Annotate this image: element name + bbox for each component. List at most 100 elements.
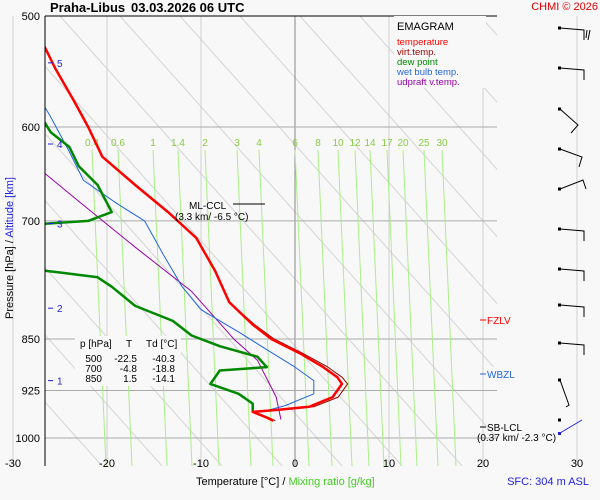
mixing-ratio-line xyxy=(117,149,133,466)
wind-barb xyxy=(558,378,570,408)
wind-barb xyxy=(558,179,587,191)
mixing-ratio-line xyxy=(177,149,193,466)
dry-adiabat xyxy=(540,16,600,486)
mixing-ratio-label: 4 xyxy=(256,138,262,149)
profile-series xyxy=(45,44,349,422)
wind-barb-shaft xyxy=(559,108,579,134)
mixing-ratio-label: 25 xyxy=(418,138,430,149)
series-wet-bulb-temp xyxy=(45,106,315,413)
diagram-name: EMAGRAM xyxy=(397,21,454,33)
wind-barb-station xyxy=(558,432,561,435)
dry-adiabat xyxy=(179,16,497,372)
sb-lcl-label: SB-LCL xyxy=(487,423,522,434)
temperature-tick-label: -10 xyxy=(193,458,209,470)
datetime-title: 03.03.2026 06 UTC xyxy=(131,0,245,15)
pressure-tick-label: 600 xyxy=(22,122,40,134)
table-cell: -14.1 xyxy=(152,374,175,385)
fzlv-label: FZLV xyxy=(487,316,511,327)
wbzl-annotation: WBZL xyxy=(480,367,520,381)
wind-barb xyxy=(558,107,579,134)
y-axis-label-altitude: Altitude [km] xyxy=(4,177,16,238)
pressure-tick-label: 500 xyxy=(22,11,40,23)
altitude-tick-label: 2 xyxy=(57,304,63,315)
table-header: Td [°C] xyxy=(146,339,177,350)
wind-barb xyxy=(558,341,585,355)
wind-barb xyxy=(558,303,585,317)
dry-adiabat xyxy=(299,16,497,238)
wind-barb-station xyxy=(558,187,561,191)
wind-barb-shaft xyxy=(559,27,585,40)
wind-barb-shaft xyxy=(559,148,583,168)
credit-text: CHMI © 2026 xyxy=(531,1,598,13)
temperature-tick-labels: -30 -20 -10 0 10 20 30 xyxy=(5,458,583,470)
fzlv-annotation: FZLV xyxy=(480,312,518,327)
wind-barb-station xyxy=(558,378,561,382)
mixing-ratio-label: 1.4 xyxy=(171,138,185,149)
table-cell: 850 xyxy=(85,374,102,385)
dry-adiabat xyxy=(239,16,497,305)
levels-table: p [hPa] T Td [°C] 500 -22.5 -40.3 700 -4.8 -18.8… xyxy=(80,339,177,385)
mixing-ratio-label: 14 xyxy=(364,138,376,149)
series-dew-point xyxy=(45,120,269,412)
altitude-ticks: 1 2 3 4 5 xyxy=(48,59,63,388)
pressure-tick-label: 1000 xyxy=(16,433,40,445)
mixing-ratio-label: 0.6 xyxy=(111,138,125,149)
wind-barb-shaft xyxy=(559,228,585,241)
y-axis-label-sep: / xyxy=(4,239,16,243)
x-axis-label-temperature: Temperature [°C] xyxy=(196,476,279,488)
wind-barbs xyxy=(558,26,591,435)
mixing-ratio-line xyxy=(386,149,402,466)
wind-barb-station xyxy=(558,147,561,151)
mixing-ratio-line xyxy=(236,149,252,466)
ml-ccl-label: ML-CCL xyxy=(189,201,227,212)
wind-barb-station xyxy=(558,66,561,70)
wind-barb-shaft xyxy=(559,342,585,355)
table-cell: -4.8 xyxy=(120,364,138,375)
dry-adiabat xyxy=(479,16,497,36)
pressure-tick-labels: 500 600 700 850 925 1000 xyxy=(16,11,40,445)
table-cell: 1.5 xyxy=(123,374,137,385)
x-axis-label-mixing: Mixing ratio [g/kg] xyxy=(288,476,374,488)
mixing-ratio-line xyxy=(294,149,310,466)
mixing-ratio-line xyxy=(402,149,418,466)
wind-barb xyxy=(558,418,583,435)
wind-barb xyxy=(558,26,591,41)
table-cell: -22.5 xyxy=(114,354,137,365)
mixing-ratio-lines xyxy=(91,149,457,466)
legend-box xyxy=(394,16,486,88)
mixing-ratio-label: 3 xyxy=(234,138,240,149)
wind-barb xyxy=(558,147,583,168)
mixing-ratio-line xyxy=(317,149,333,466)
levels-table-box xyxy=(75,336,181,386)
dry-adiabat xyxy=(119,16,497,439)
dry-adiabat xyxy=(359,16,497,171)
wind-barb-shaft xyxy=(559,179,587,190)
mixing-ratio-label: 0.4 xyxy=(85,138,99,149)
wind-barb-shaft xyxy=(559,268,585,281)
surface-info: SFC: 304 m ASL xyxy=(507,476,589,488)
pressure-tick-label: 925 xyxy=(22,386,40,398)
table-header: p [hPa] xyxy=(80,339,112,350)
dry-adiabat xyxy=(45,267,223,466)
sb-lcl-detail: (0.37 km/ -2.3 °C) xyxy=(477,433,556,444)
legend-entry: wet bulb temp. xyxy=(396,67,459,78)
x-axis-title: Temperature [°C] / Mixing ratio [g/kg] xyxy=(196,476,375,488)
legend-entry: dew point xyxy=(397,57,438,68)
ml-ccl-detail: (3.3 km/ -6.5 °C) xyxy=(175,212,248,223)
mixing-ratio-line xyxy=(91,149,107,466)
legend-entry: virt.temp. xyxy=(397,47,436,58)
altitude-tick-label: 5 xyxy=(57,59,63,70)
series-temperature xyxy=(45,44,344,422)
legend-entry: udpraft v.temp. xyxy=(397,77,460,88)
table-cell: -18.8 xyxy=(152,364,175,375)
temperature-tick-label: 30 xyxy=(571,458,583,470)
wind-barb-shaft xyxy=(559,67,585,80)
wbzl-label: WBZL xyxy=(487,370,515,381)
wind-barb-station xyxy=(558,418,561,422)
wind-barb-shaft xyxy=(559,419,583,434)
mixing-ratio-line xyxy=(354,149,370,466)
table-cell: 500 xyxy=(85,354,102,365)
table-cell: -40.3 xyxy=(152,354,175,365)
mixing-ratio-label: 1 xyxy=(150,138,156,149)
ml-ccl-annotation: ML-CCL (3.3 km/ -6.5 °C) xyxy=(175,201,265,223)
